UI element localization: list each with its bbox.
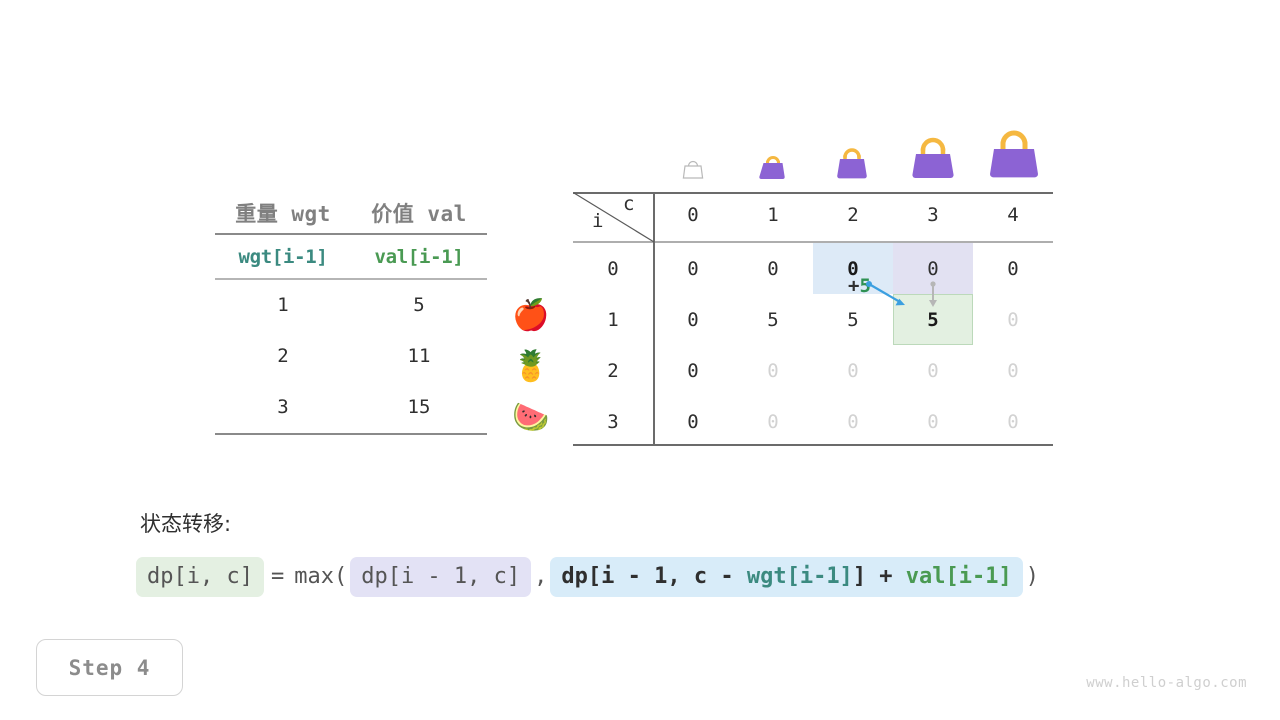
- bag-capacity-2-icon: [837, 148, 867, 179]
- value-add-annotation: +5: [848, 275, 871, 297]
- dp-table-header-separator: [573, 241, 1053, 243]
- item-table-subheader-val: val[i-1]: [374, 245, 464, 268]
- formula-max-open: max(: [294, 564, 348, 590]
- dp-cell-3-3: 0: [927, 411, 939, 433]
- dp-col-header-1: 1: [767, 204, 779, 226]
- item-val-2: 11: [407, 345, 431, 367]
- formula-target: dp[i, c]: [136, 557, 264, 597]
- step-badge: Step 4: [36, 639, 183, 696]
- item-table-subheader-wgt: wgt[i-1]: [238, 245, 328, 268]
- highlight-cell-0-2: [813, 243, 893, 294]
- dp-cell-1-0: 0: [687, 309, 699, 331]
- transition-label: 状态转移:: [140, 512, 232, 536]
- formula-arg-take-mid: ] +: [852, 564, 906, 589]
- item-table-row: 2 11: [215, 331, 487, 382]
- item-table: 重量 wgt 价值 val wgt[i-1] val[i-1] 1 5 2 11…: [215, 193, 487, 435]
- dp-col-header-3: 3: [927, 204, 939, 226]
- dp-row-header-0: 0: [607, 258, 619, 280]
- dp-row-header-3: 3: [607, 411, 619, 433]
- dp-cell-0-0: 0: [687, 258, 699, 280]
- dp-cell-0-3: 0: [927, 258, 939, 280]
- dp-col-header-2: 2: [847, 204, 859, 226]
- item-table-row: 3 15: [215, 382, 487, 433]
- dp-row-header-2: 2: [607, 360, 619, 382]
- dp-table-border-bottom: [573, 444, 1053, 446]
- transition-formula: dp[i, c] = max( dp[i - 1, c] , dp[i - 1,…: [136, 557, 1042, 597]
- item-val-3: 15: [407, 396, 431, 418]
- formula-arg-take: dp[i - 1, c - wgt[i-1]] + val[i-1]: [550, 557, 1023, 597]
- dp-col-header-0: 0: [687, 204, 699, 226]
- formula-wgt-term: wgt[i-1]: [746, 564, 853, 589]
- dp-cell-1-1: 5: [767, 309, 779, 331]
- item-wgt-2: 2: [277, 345, 289, 367]
- dp-cell-1-2: 5: [847, 309, 859, 331]
- added-value: 5: [859, 275, 871, 297]
- transition-arrows: [866, 281, 937, 307]
- dp-cell-0-1: 0: [767, 258, 779, 280]
- watermark: www.hello-algo.com: [1086, 675, 1247, 691]
- dp-cell-1-3: 5: [927, 309, 939, 331]
- bag-capacity-4-icon: [990, 130, 1038, 178]
- item-val-1: 5: [413, 294, 425, 316]
- dp-cell-2-1: 0: [767, 360, 779, 382]
- formula-close-paren: ): [1025, 564, 1040, 590]
- formula-val-term: val[i-1]: [905, 564, 1012, 589]
- item-table-rule-bottom: [215, 432, 487, 435]
- item-table-header-wgt: 重量 wgt: [235, 202, 331, 226]
- formula-comma: ,: [534, 564, 548, 590]
- item-wgt-1: 1: [277, 294, 289, 316]
- pineapple-icon: 🍍: [512, 349, 550, 384]
- dp-col-header-4: 4: [1007, 204, 1019, 226]
- dp-cell-3-4: 0: [1007, 411, 1019, 433]
- dp-cell-2-3: 0: [927, 360, 939, 382]
- item-table-header-val: 价值 val: [371, 202, 467, 226]
- dp-cell-2-2: 0: [847, 360, 859, 382]
- dp-corner-label-c: c: [623, 193, 635, 215]
- watermelon-icon: 🍉: [512, 400, 550, 435]
- dp-corner-label-i: i: [592, 210, 604, 232]
- bag-capacity-3-icon: [912, 137, 954, 178]
- dp-cell-1-4: 0: [1007, 309, 1019, 331]
- item-table-subheader-row: wgt[i-1] val[i-1]: [215, 235, 487, 278]
- plus-sign: +: [848, 275, 860, 297]
- dp-corner-diagonal-icon: [573, 192, 655, 243]
- bag-capacity-1-icon: [759, 156, 785, 179]
- formula-equals: =: [270, 564, 285, 590]
- dp-cell-0-4: 0: [1007, 258, 1019, 280]
- dp-row-header-1: 1: [607, 309, 619, 331]
- item-table-header-row: 重量 wgt 价值 val: [215, 193, 487, 233]
- dp-cell-3-2: 0: [847, 411, 859, 433]
- dp-cell-2-0: 0: [687, 360, 699, 382]
- apple-icon: 🍎: [512, 298, 550, 333]
- item-table-rule-mid: [215, 278, 487, 280]
- dp-table-border-top: [573, 192, 1053, 194]
- item-table-row: 1 5: [215, 280, 487, 331]
- item-table-rule-top: [215, 233, 487, 235]
- dp-cell-3-0: 0: [687, 411, 699, 433]
- bag-capacity-0-icon: [682, 160, 704, 179]
- item-wgt-3: 3: [277, 396, 289, 418]
- dp-table-border-vertical: [653, 192, 655, 446]
- dp-cell-0-2: 0: [847, 258, 859, 280]
- dp-cell-2-4: 0: [1007, 360, 1019, 382]
- dp-table: c i 0 1 2 3 4 0 1 2 3 0 0 0 0 0 0 5 5 5 …: [573, 192, 1053, 446]
- formula-arg-skip: dp[i - 1, c]: [350, 557, 532, 597]
- dp-cell-3-1: 0: [767, 411, 779, 433]
- formula-arg-take-prefix: dp[i - 1, c -: [561, 564, 747, 589]
